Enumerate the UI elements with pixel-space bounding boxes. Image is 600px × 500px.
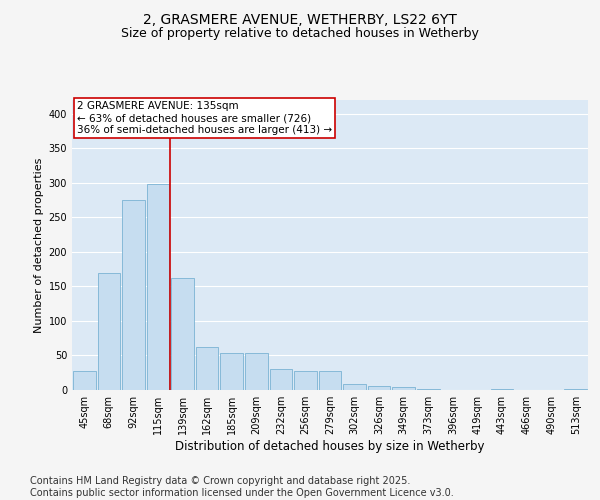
Bar — [269, 370, 292, 390]
Bar — [146, 184, 169, 390]
Bar — [171, 278, 194, 390]
Bar — [343, 384, 366, 390]
Bar — [98, 272, 120, 390]
Bar — [73, 370, 95, 390]
Bar — [220, 354, 243, 390]
Text: Contains HM Land Registry data © Crown copyright and database right 2025.
Contai: Contains HM Land Registry data © Crown c… — [30, 476, 454, 498]
Bar — [368, 386, 391, 390]
Bar — [245, 354, 268, 390]
X-axis label: Distribution of detached houses by size in Wetherby: Distribution of detached houses by size … — [175, 440, 485, 453]
Text: Size of property relative to detached houses in Wetherby: Size of property relative to detached ho… — [121, 28, 479, 40]
Text: 2 GRASMERE AVENUE: 135sqm
← 63% of detached houses are smaller (726)
36% of semi: 2 GRASMERE AVENUE: 135sqm ← 63% of detac… — [77, 102, 332, 134]
Bar — [122, 200, 145, 390]
Y-axis label: Number of detached properties: Number of detached properties — [34, 158, 44, 332]
Bar — [392, 386, 415, 390]
Text: 2, GRASMERE AVENUE, WETHERBY, LS22 6YT: 2, GRASMERE AVENUE, WETHERBY, LS22 6YT — [143, 12, 457, 26]
Bar — [294, 372, 317, 390]
Bar — [319, 372, 341, 390]
Bar — [196, 346, 218, 390]
